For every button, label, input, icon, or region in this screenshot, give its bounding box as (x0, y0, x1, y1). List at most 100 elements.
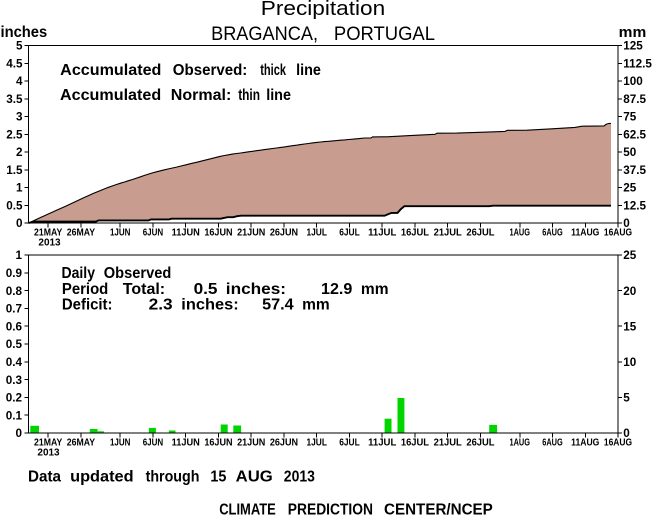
svg-text:0: 0 (15, 427, 22, 440)
svg-text:0: 0 (623, 427, 630, 440)
svg-text:10: 10 (623, 356, 637, 369)
svg-text:6JUN: 6JUN (143, 438, 164, 449)
svg-text:75: 75 (623, 111, 637, 124)
svg-text:0.2: 0.2 (6, 392, 23, 405)
svg-text:0.7: 0.7 (6, 303, 22, 316)
svg-text:0.9: 0.9 (6, 267, 23, 280)
svg-text:11AUG: 11AUG (571, 228, 599, 239)
svg-text:26JUL: 26JUL (466, 438, 494, 449)
svg-text:11JUL: 11JUL (368, 228, 396, 239)
svg-text:57.4: 57.4 (262, 297, 294, 314)
svg-text:CENTER/NCEP: CENTER/NCEP (384, 502, 493, 518)
svg-text:26MAY: 26MAY (67, 438, 95, 449)
svg-text:0.8: 0.8 (6, 285, 23, 298)
svg-text:Observed: Observed (104, 265, 172, 282)
svg-text:2: 2 (16, 146, 23, 159)
svg-text:6AUG: 6AUG (542, 438, 563, 449)
svg-text:1AUG: 1AUG (510, 438, 531, 449)
svg-text:16JUL: 16JUL (401, 228, 429, 239)
svg-text:50: 50 (623, 146, 637, 159)
svg-text:Period: Period (62, 281, 108, 298)
svg-text:21MAY: 21MAY (34, 228, 62, 239)
svg-text:1: 1 (16, 182, 23, 195)
svg-text:mm: mm (619, 24, 647, 41)
svg-text:26JUN: 26JUN (270, 228, 298, 239)
svg-text:16JUN: 16JUN (204, 438, 232, 449)
svg-text:Daily: Daily (62, 265, 96, 282)
svg-text:21JUL: 21JUL (434, 438, 462, 449)
svg-text:11JUN: 11JUN (172, 438, 200, 449)
svg-text:26JUN: 26JUN (270, 438, 298, 449)
svg-text:25: 25 (623, 182, 637, 195)
svg-text:62.5: 62.5 (623, 128, 646, 141)
svg-text:0.3: 0.3 (6, 374, 23, 387)
svg-text:Observed:: Observed: (173, 62, 248, 79)
svg-text:0.5: 0.5 (6, 338, 23, 351)
svg-text:1JUN: 1JUN (110, 438, 131, 449)
svg-text:Accumulated: Accumulated (60, 87, 161, 104)
svg-text:16JUL: 16JUL (401, 438, 429, 449)
svg-text:line: line (296, 62, 321, 79)
svg-text:3.5: 3.5 (6, 93, 23, 106)
svg-text:16AUG: 16AUG (604, 228, 632, 239)
svg-text:0.1: 0.1 (6, 409, 23, 422)
svg-text:through: through (146, 469, 200, 486)
svg-text:thick: thick (260, 62, 286, 79)
svg-text:PREDICTION: PREDICTION (288, 502, 373, 518)
svg-text:4.5: 4.5 (6, 57, 23, 70)
svg-text:Precipitation: Precipitation (261, 0, 385, 20)
svg-text:16AUG: 16AUG (604, 438, 632, 449)
svg-text:mm: mm (361, 281, 389, 298)
svg-text:mm: mm (302, 297, 330, 314)
svg-text:3: 3 (16, 111, 23, 124)
svg-text:6JUL: 6JUL (339, 438, 360, 449)
svg-text:1: 1 (15, 249, 22, 262)
svg-text:37.5: 37.5 (623, 164, 646, 177)
svg-text:6JUN: 6JUN (143, 228, 164, 239)
svg-text:2.5: 2.5 (6, 128, 23, 141)
svg-text:0: 0 (16, 217, 23, 230)
svg-text:2013: 2013 (38, 238, 61, 249)
svg-text:100: 100 (623, 75, 643, 88)
svg-text:112.5: 112.5 (623, 57, 652, 70)
svg-text:0.6: 0.6 (6, 320, 23, 333)
svg-text:15: 15 (210, 469, 226, 486)
svg-text:4: 4 (16, 75, 23, 88)
svg-text:15: 15 (623, 320, 637, 333)
svg-text:Deficit:: Deficit: (62, 297, 113, 314)
svg-text:thin: thin (238, 87, 260, 104)
svg-text:21JUN: 21JUN (237, 228, 265, 239)
svg-text:1JUL: 1JUL (306, 228, 327, 239)
svg-text:updated: updated (70, 469, 134, 486)
svg-text:Data: Data (28, 469, 61, 486)
svg-text:1JUN: 1JUN (110, 228, 131, 239)
svg-text:26JUL: 26JUL (466, 228, 494, 239)
svg-text:125: 125 (623, 40, 643, 53)
svg-text:2013: 2013 (284, 469, 315, 486)
svg-text:6JUL: 6JUL (339, 228, 360, 239)
svg-text:inches:: inches: (181, 297, 238, 314)
svg-text:12.9: 12.9 (321, 281, 352, 298)
svg-text:12.5: 12.5 (623, 199, 646, 212)
svg-text:inches:: inches: (226, 281, 286, 298)
svg-text:2.3: 2.3 (149, 297, 173, 314)
svg-text:0.4: 0.4 (6, 356, 23, 369)
svg-text:11JUL: 11JUL (368, 438, 396, 449)
svg-text:0: 0 (623, 217, 630, 230)
svg-text:87.5: 87.5 (623, 93, 646, 106)
svg-text:PORTUGAL: PORTUGAL (334, 24, 435, 45)
svg-text:16JUN: 16JUN (204, 228, 232, 239)
svg-text:11JUN: 11JUN (172, 228, 200, 239)
svg-text:BRAGANCA,: BRAGANCA, (211, 24, 318, 45)
svg-text:line: line (266, 87, 291, 104)
svg-text:11AUG: 11AUG (571, 438, 599, 449)
svg-text:0.5: 0.5 (6, 199, 23, 212)
svg-text:5: 5 (623, 392, 630, 405)
svg-text:21JUL: 21JUL (434, 228, 462, 239)
svg-text:5: 5 (16, 40, 23, 53)
svg-text:AUG: AUG (236, 469, 273, 486)
svg-text:25: 25 (623, 249, 637, 262)
svg-text:1AUG: 1AUG (510, 228, 531, 239)
svg-text:6AUG: 6AUG (542, 228, 563, 239)
svg-text:Normal:: Normal: (171, 87, 232, 104)
